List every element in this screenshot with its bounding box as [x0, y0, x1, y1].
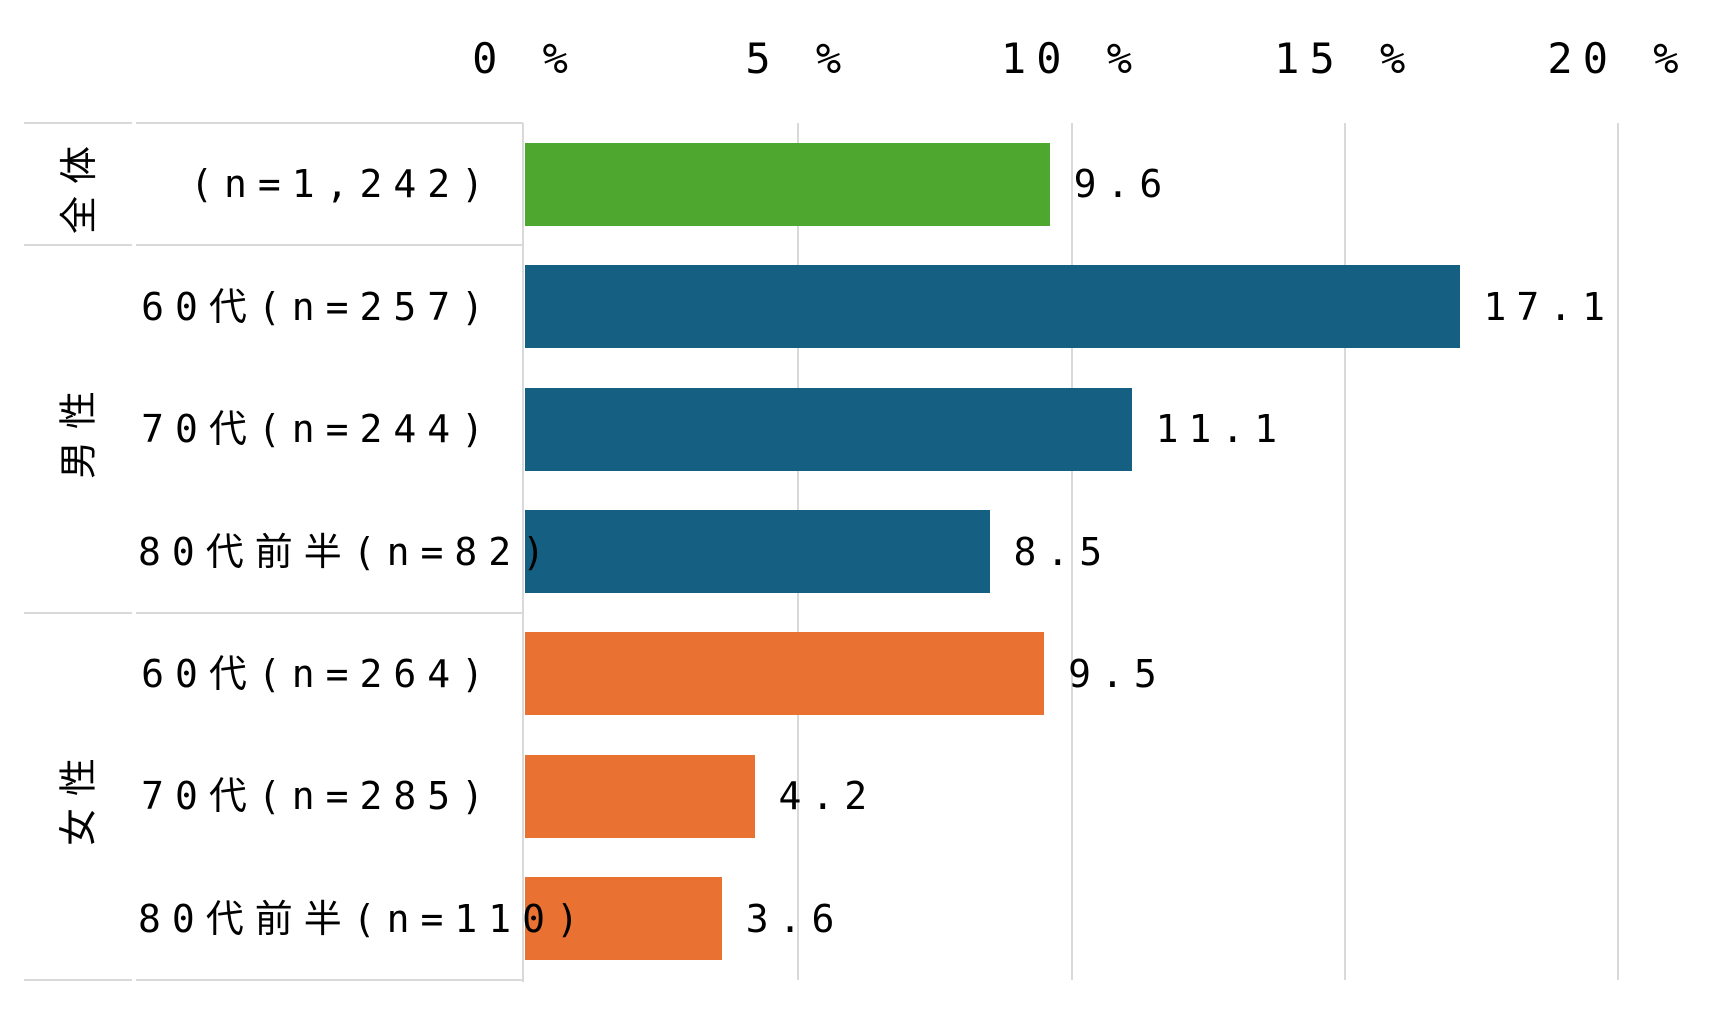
category-label: 70代(n=244): [141, 407, 495, 452]
value-label: 9.6: [1073, 162, 1173, 207]
value-label: 9.5: [1068, 651, 1167, 696]
category-label: 80代前半(n=82): [138, 529, 557, 574]
gridline: [1070, 123, 1073, 980]
group-label: 女性: [57, 746, 101, 847]
value-label: 4.2: [778, 774, 878, 819]
section-separator: [136, 611, 523, 614]
x-tick-label: 15 %: [1274, 34, 1416, 83]
category-label: 70代(n=285): [141, 774, 495, 819]
category-axis-line: [522, 123, 524, 982]
section-separator: [24, 122, 132, 124]
gridline: [1343, 123, 1346, 980]
bar: [525, 877, 722, 961]
section-separator: [24, 244, 132, 247]
bar: [525, 754, 755, 838]
section-separator: [136, 122, 523, 124]
bar: [525, 265, 1460, 349]
bar: [525, 387, 1132, 471]
category-label: 60代(n=264): [141, 651, 495, 696]
group-label: 全体: [56, 134, 101, 235]
category-label: 60代(n=257): [141, 284, 495, 329]
section-separator: [24, 979, 132, 981]
value-label: 3.6: [745, 896, 845, 941]
bar: [525, 142, 1050, 226]
value-label: 17.1: [1483, 284, 1616, 329]
x-tick-label: 20 %: [1547, 34, 1689, 83]
x-tick-label: 5 %: [745, 34, 852, 83]
x-tick-label: 10 %: [1000, 34, 1143, 83]
section-separator: [136, 979, 523, 981]
value-label: 11.1: [1155, 407, 1288, 452]
bar: [525, 510, 990, 593]
bar: [525, 632, 1045, 716]
category-label: (n=1,242): [190, 162, 495, 207]
category-label: 80代前半(n=110): [138, 896, 590, 941]
x-tick-label: 0 %: [472, 34, 578, 83]
section-separator: [136, 244, 523, 247]
value-label: 8.5: [1013, 529, 1113, 574]
group-label: 男性: [57, 379, 101, 480]
gridline: [1617, 123, 1619, 980]
section-separator: [24, 611, 132, 614]
